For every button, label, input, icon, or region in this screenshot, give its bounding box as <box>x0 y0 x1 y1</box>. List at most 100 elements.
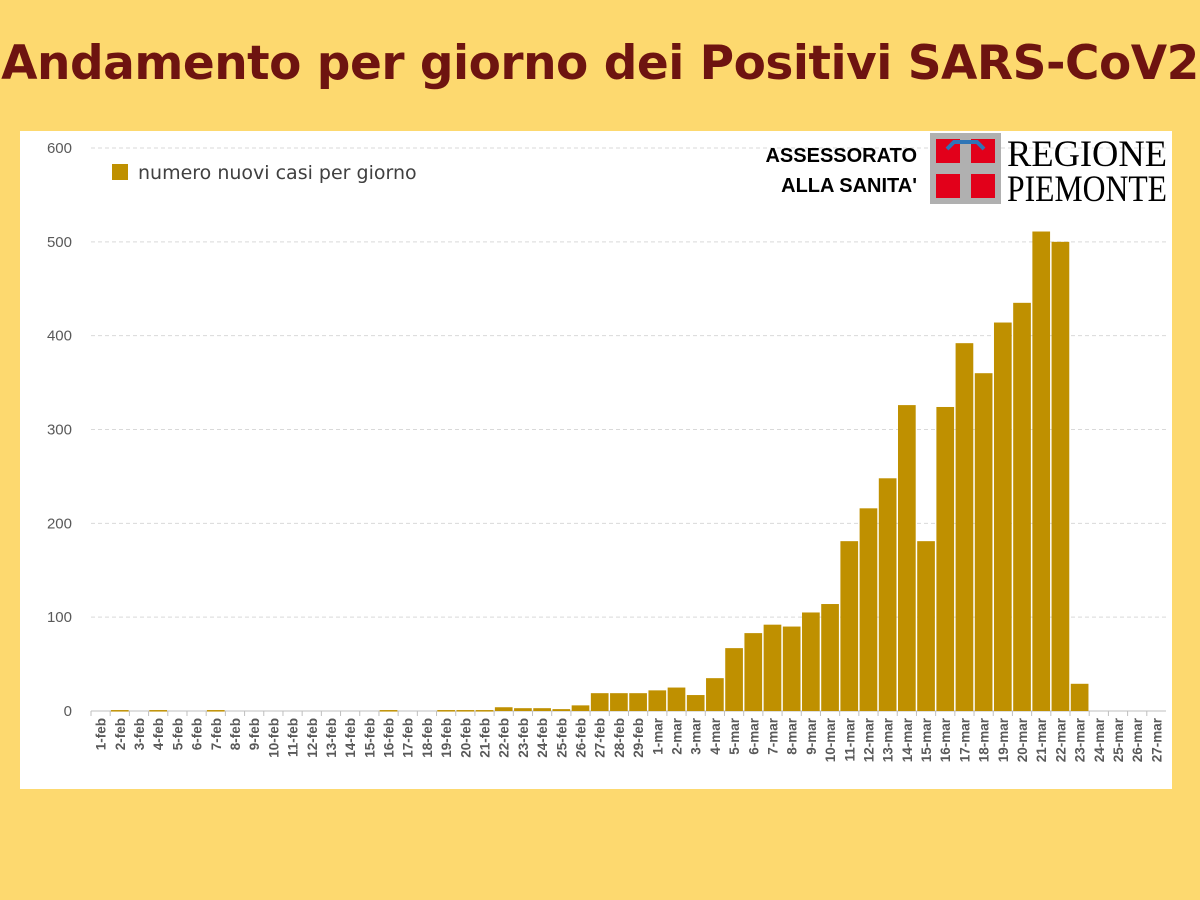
x-tick-label: 9-mar <box>804 717 819 755</box>
logo-caption-line2: ALLA SANITA' <box>781 175 917 197</box>
logo-name-line1: REGIONE <box>1007 134 1167 175</box>
y-tick-label: 500 <box>47 234 72 251</box>
x-tick-label: 24-feb <box>535 718 550 758</box>
bar-9-mar <box>802 612 820 711</box>
y-tick-label: 200 <box>47 515 72 532</box>
x-tick-label: 20-mar <box>1015 717 1030 762</box>
x-tick-label: 3-feb <box>132 718 147 750</box>
bar-13-mar <box>878 478 897 711</box>
x-axis-ticks: 1-feb 2-feb 3-feb 4-feb 5-feb 6-feb 7-feb 8-feb… <box>90 711 1164 762</box>
y-tick-label: 0 <box>64 703 72 720</box>
bar-23-feb <box>514 708 532 711</box>
x-tick-label: 14-mar <box>900 717 915 762</box>
bar-14-mar <box>898 405 916 711</box>
bar-20-feb <box>456 710 475 712</box>
bar-4-feb <box>149 710 168 712</box>
bar-7-mar <box>763 624 782 711</box>
x-tick-label: 4-mar <box>708 717 723 755</box>
x-tick-label: 13-mar <box>881 717 896 762</box>
bar-16-feb <box>379 710 398 712</box>
bar-19-feb <box>437 710 455 712</box>
x-tick-label: 21-feb <box>478 718 493 758</box>
bar-7-feb <box>206 710 225 712</box>
bar-chart: 0 100 200 300 400 500 600 1-feb 2-feb 3-feb 4-feb… <box>47 133 1167 762</box>
bar-29-feb <box>629 693 647 711</box>
x-tick-label: 11-feb <box>286 718 301 757</box>
x-tick-label: 15-feb <box>362 718 377 758</box>
y-tick-label: 300 <box>47 422 72 439</box>
x-tick-label: 27-feb <box>593 718 608 758</box>
x-tick-label: 16-feb <box>382 718 397 758</box>
x-tick-label: 3-mar <box>689 717 704 755</box>
y-tick-label: 600 <box>47 140 72 157</box>
x-tick-label: 5-mar <box>727 717 742 755</box>
x-tick-label: 26-feb <box>574 718 589 758</box>
x-tick-label: 29-feb <box>631 718 646 758</box>
x-tick-label: 7-feb <box>209 718 224 750</box>
x-tick-label: 23-feb <box>516 718 531 758</box>
bar-21-mar <box>1032 231 1051 711</box>
y-tick-label: 100 <box>47 609 72 626</box>
bar-8-mar <box>782 626 801 711</box>
x-tick-label: 6-feb <box>190 718 205 750</box>
x-tick-label: 25-feb <box>554 718 569 758</box>
chart-panel: 0 100 200 300 400 500 600 1-feb 2-feb 3-feb 4-feb… <box>20 131 1172 789</box>
x-tick-label: 26-mar <box>1130 717 1145 762</box>
x-tick-label: 1-feb <box>94 718 109 750</box>
bar-16-mar <box>936 406 955 711</box>
x-tick-label: 17-feb <box>401 718 416 758</box>
x-tick-label: 22-feb <box>497 718 512 758</box>
y-axis-ticks: 0 100 200 300 400 500 600 <box>47 140 72 720</box>
x-tick-label: 1-mar <box>650 717 665 755</box>
x-tick-label: 19-feb <box>439 718 454 758</box>
legend-label: numero nuovi casi per giorno <box>138 162 417 184</box>
x-tick-label: 6-mar <box>746 717 761 755</box>
x-tick-label: 21-mar <box>1034 717 1049 762</box>
bar-12-mar <box>859 508 878 711</box>
bar-20-mar <box>1013 302 1031 711</box>
bar-22-mar <box>1051 241 1070 711</box>
bar-2-feb <box>110 710 129 712</box>
bar-27-feb <box>590 693 609 711</box>
bar-19-mar <box>993 322 1012 711</box>
bar-21-feb <box>475 710 494 712</box>
x-tick-label: 9-feb <box>247 718 262 750</box>
bars-layer <box>110 231 1089 712</box>
logo-caption-line1: ASSESSORATO <box>765 145 917 167</box>
x-tick-label: 12-mar <box>861 717 876 762</box>
y-tick-label: 400 <box>47 328 72 345</box>
x-tick-label: 19-mar <box>996 717 1011 762</box>
x-tick-label: 25-mar <box>1111 717 1126 762</box>
legend: numero nuovi casi per giorno <box>112 162 417 184</box>
x-tick-label: 10-mar <box>823 717 838 762</box>
bar-22-feb <box>494 707 513 711</box>
x-tick-label: 2-mar <box>669 717 684 755</box>
x-tick-label: 10-feb <box>266 718 281 758</box>
x-tick-label: 5-feb <box>170 718 185 750</box>
bar-11-mar <box>840 541 859 711</box>
bar-6-mar <box>744 633 763 711</box>
bar-10-mar <box>821 604 839 711</box>
legend-swatch <box>112 164 128 180</box>
bar-1-mar <box>648 690 667 711</box>
bar-17-mar <box>955 343 974 711</box>
x-tick-label: 12-feb <box>305 718 320 758</box>
x-tick-label: 27-mar <box>1149 717 1164 762</box>
bar-3-mar <box>686 695 705 711</box>
bar-25-feb <box>552 709 571 711</box>
x-tick-label: 18-feb <box>420 718 435 758</box>
region-logo: ASSESSORATO ALLA SANITA' REGIONE PIEMONT… <box>765 133 1167 210</box>
x-tick-label: 17-mar <box>957 717 972 762</box>
x-tick-label: 14-feb <box>343 718 358 758</box>
bar-5-mar <box>725 648 743 711</box>
x-tick-label: 13-feb <box>324 718 339 758</box>
x-tick-label: 24-mar <box>1092 717 1107 762</box>
x-tick-label: 15-mar <box>919 717 934 762</box>
bar-15-mar <box>917 541 935 711</box>
region-emblem-icon <box>930 133 1001 204</box>
bar-4-mar <box>706 678 724 711</box>
x-tick-label: 28-feb <box>612 718 627 758</box>
bar-23-mar <box>1070 683 1089 711</box>
bar-2-mar <box>667 687 686 711</box>
x-tick-label: 8-feb <box>228 718 243 750</box>
